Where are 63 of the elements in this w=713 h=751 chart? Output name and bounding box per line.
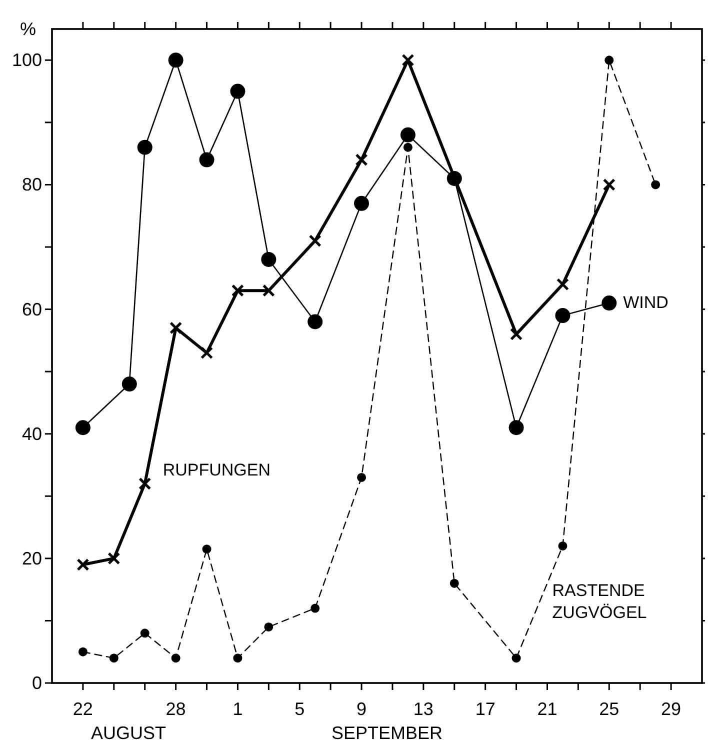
point	[450, 578, 459, 588]
point	[508, 420, 524, 436]
x-tick-label: 25	[599, 699, 620, 719]
y-tick-label: 20	[22, 548, 42, 568]
y-axis-title: %	[20, 19, 36, 39]
text: AUGUST	[91, 723, 166, 743]
x-tick-label: 28	[166, 699, 186, 719]
point	[170, 322, 182, 334]
x-tick-label: 21	[537, 699, 558, 719]
point	[510, 328, 523, 340]
point	[108, 552, 120, 565]
series-label: RUPFUNGEN	[162, 460, 271, 480]
point	[231, 284, 244, 297]
point	[555, 308, 570, 324]
text: SEPTEMBER	[332, 723, 443, 743]
point	[400, 127, 416, 142]
point	[262, 284, 275, 297]
point	[230, 84, 246, 99]
y-tick-label: 80	[22, 174, 42, 195]
point	[602, 178, 616, 192]
point	[604, 56, 614, 65]
point	[171, 654, 180, 663]
point	[602, 296, 617, 311]
point	[137, 140, 152, 155]
point	[202, 544, 212, 554]
point	[308, 314, 323, 330]
point	[122, 376, 137, 392]
point	[403, 142, 412, 152]
point	[402, 54, 414, 66]
x-tick-label: 9	[356, 699, 367, 719]
point	[354, 196, 370, 211]
series-label: RASTENDE ZUGVÖGEL	[552, 581, 647, 622]
x-tick-label: 13	[413, 699, 434, 719]
point	[140, 628, 150, 638]
point	[651, 180, 660, 190]
point	[355, 154, 368, 166]
x-tick-label: 22	[72, 699, 93, 719]
point	[310, 604, 320, 613]
y-tick-label: 60	[22, 299, 42, 320]
point	[199, 152, 214, 168]
point	[138, 477, 152, 490]
point	[76, 558, 90, 571]
y-tick-label: 40	[22, 424, 42, 444]
point	[75, 420, 90, 436]
x-tick-label: 29	[661, 699, 682, 719]
point	[558, 541, 568, 550]
point	[168, 52, 184, 68]
legend-label: WIND	[623, 293, 668, 312]
point	[261, 252, 276, 267]
point	[512, 654, 521, 663]
x-tick-label: 1	[232, 699, 243, 719]
point	[233, 654, 242, 663]
point	[109, 654, 118, 663]
point	[308, 234, 322, 248]
point	[556, 278, 570, 291]
point	[357, 472, 366, 482]
point	[78, 647, 88, 656]
point	[264, 622, 274, 632]
point	[200, 346, 214, 360]
y-tick-label: 100	[12, 50, 42, 70]
x-tick-label: 5	[294, 699, 305, 719]
y-tick-label: 0	[32, 673, 42, 693]
x-tick-label: 17	[475, 699, 496, 719]
